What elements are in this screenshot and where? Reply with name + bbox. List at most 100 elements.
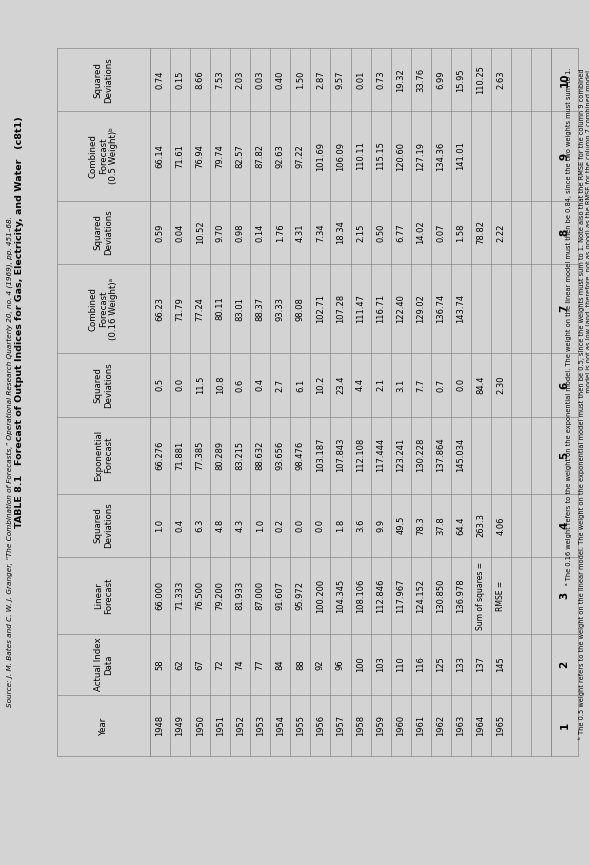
Text: 37.8: 37.8 bbox=[436, 516, 445, 535]
Text: 1952: 1952 bbox=[236, 715, 244, 736]
Text: 49.5: 49.5 bbox=[396, 516, 405, 535]
Text: 0.0: 0.0 bbox=[316, 519, 325, 532]
Text: 130.850: 130.850 bbox=[436, 579, 445, 612]
Text: 98.08: 98.08 bbox=[296, 297, 305, 321]
Text: 8: 8 bbox=[560, 228, 570, 236]
Text: 122.40: 122.40 bbox=[396, 294, 405, 323]
Text: 14.02: 14.02 bbox=[416, 221, 425, 244]
Text: TABLE 8.1   Forecast of Output Indices for Gas, Electricity, and Water   (c8t1): TABLE 8.1 Forecast of Output Indices for… bbox=[15, 116, 25, 528]
Text: 0.5: 0.5 bbox=[155, 378, 164, 392]
Text: 79.200: 79.200 bbox=[216, 581, 224, 610]
Text: 0.07: 0.07 bbox=[436, 223, 445, 241]
Text: 2.03: 2.03 bbox=[236, 70, 244, 89]
Text: 98.476: 98.476 bbox=[296, 440, 305, 470]
Text: 78.82: 78.82 bbox=[477, 221, 485, 244]
Text: 93.656: 93.656 bbox=[276, 440, 285, 470]
Text: Combined
Forecast
(0.5 Weight)ᵇ: Combined Forecast (0.5 Weight)ᵇ bbox=[88, 128, 118, 184]
Text: 108.106: 108.106 bbox=[356, 579, 365, 612]
Text: 91.607: 91.607 bbox=[276, 581, 285, 610]
Text: 143.74: 143.74 bbox=[456, 294, 465, 324]
Text: Source: J. M. Bates and C. W. J. Granger, “The Combination of Forecasts,” Operat: Source: J. M. Bates and C. W. J. Granger… bbox=[6, 216, 14, 708]
Text: 100.200: 100.200 bbox=[316, 579, 325, 612]
Text: Squared
Deviations: Squared Deviations bbox=[94, 362, 113, 407]
Text: 9: 9 bbox=[560, 152, 570, 160]
Text: 2.7: 2.7 bbox=[276, 378, 285, 392]
Text: 136.74: 136.74 bbox=[436, 294, 445, 324]
Text: 0.59: 0.59 bbox=[155, 223, 164, 241]
Text: 112.108: 112.108 bbox=[356, 438, 365, 472]
Text: RMSE =: RMSE = bbox=[497, 580, 505, 611]
Text: 1948: 1948 bbox=[155, 714, 164, 736]
Text: 6.99: 6.99 bbox=[436, 70, 445, 89]
Text: 2.63: 2.63 bbox=[497, 70, 505, 89]
Text: 1.0: 1.0 bbox=[256, 519, 265, 532]
Text: 101.69: 101.69 bbox=[316, 142, 325, 170]
Text: 88.632: 88.632 bbox=[256, 440, 265, 470]
Text: 124.152: 124.152 bbox=[416, 579, 425, 612]
Text: 0.74: 0.74 bbox=[155, 70, 164, 89]
Text: 23.4: 23.4 bbox=[336, 375, 345, 394]
Text: 88.37: 88.37 bbox=[256, 297, 265, 321]
Text: 133: 133 bbox=[456, 657, 465, 672]
Text: 0.14: 0.14 bbox=[256, 223, 265, 241]
Text: 2.22: 2.22 bbox=[497, 223, 505, 241]
Text: Year: Year bbox=[99, 716, 108, 734]
Text: 76.94: 76.94 bbox=[196, 144, 204, 168]
Text: 110.25: 110.25 bbox=[477, 65, 485, 94]
Text: 2.15: 2.15 bbox=[356, 223, 365, 241]
Text: 0.04: 0.04 bbox=[176, 223, 184, 241]
Text: 84: 84 bbox=[276, 659, 285, 670]
Text: 4.8: 4.8 bbox=[216, 519, 224, 532]
Text: 1962: 1962 bbox=[436, 714, 445, 736]
Text: 0.0: 0.0 bbox=[456, 378, 465, 392]
Text: 83.01: 83.01 bbox=[236, 297, 244, 321]
Text: 123.241: 123.241 bbox=[396, 438, 405, 472]
Text: 1: 1 bbox=[560, 722, 570, 729]
Text: 4.06: 4.06 bbox=[497, 516, 505, 535]
Text: 110: 110 bbox=[396, 657, 405, 672]
Text: 1960: 1960 bbox=[396, 714, 405, 736]
Text: 2.1: 2.1 bbox=[376, 378, 385, 392]
Text: 95.972: 95.972 bbox=[296, 581, 305, 610]
Text: 100: 100 bbox=[356, 657, 365, 672]
Text: 0.03: 0.03 bbox=[256, 70, 265, 89]
Text: 117.444: 117.444 bbox=[376, 438, 385, 472]
Text: 2.30: 2.30 bbox=[497, 375, 505, 394]
Text: Linear
Forecast: Linear Forecast bbox=[94, 577, 113, 614]
Text: 10.8: 10.8 bbox=[216, 375, 224, 394]
Text: 9.9: 9.9 bbox=[376, 519, 385, 532]
Text: 77.385: 77.385 bbox=[196, 440, 204, 470]
Text: 9.57: 9.57 bbox=[336, 70, 345, 89]
Text: 120.60: 120.60 bbox=[396, 142, 405, 170]
Text: 11.5: 11.5 bbox=[196, 375, 204, 394]
Text: 87.000: 87.000 bbox=[256, 581, 265, 610]
Text: 1949: 1949 bbox=[176, 715, 184, 736]
Text: 82.57: 82.57 bbox=[236, 144, 244, 168]
Text: 2: 2 bbox=[560, 661, 570, 668]
Text: 4.3: 4.3 bbox=[236, 519, 244, 532]
Text: Squared
Deviations: Squared Deviations bbox=[94, 209, 113, 255]
Text: model is not as low (and, therefore, not as good) as the RMSE for the column 7 c: model is not as low (and, therefore, not… bbox=[586, 68, 589, 397]
Text: 1951: 1951 bbox=[216, 715, 224, 736]
Text: 0.01: 0.01 bbox=[356, 71, 365, 89]
Text: 0.0: 0.0 bbox=[296, 519, 305, 532]
Text: 87.82: 87.82 bbox=[256, 144, 265, 168]
Text: 67: 67 bbox=[196, 659, 204, 670]
Text: 4.4: 4.4 bbox=[356, 378, 365, 392]
Text: 112.846: 112.846 bbox=[376, 579, 385, 612]
Text: 1959: 1959 bbox=[376, 715, 385, 736]
Text: 137.864: 137.864 bbox=[436, 438, 445, 472]
Text: 3.6: 3.6 bbox=[356, 519, 365, 532]
Text: 15.95: 15.95 bbox=[456, 68, 465, 92]
Text: 0.50: 0.50 bbox=[376, 223, 385, 241]
Text: 0.40: 0.40 bbox=[276, 71, 285, 89]
Text: 0.0: 0.0 bbox=[176, 378, 184, 392]
Text: 1965: 1965 bbox=[497, 714, 505, 736]
Text: 263.3: 263.3 bbox=[477, 513, 485, 537]
Text: 4: 4 bbox=[560, 522, 570, 529]
Text: 19.32: 19.32 bbox=[396, 67, 405, 92]
Text: 145.034: 145.034 bbox=[456, 438, 465, 472]
Text: 81.933: 81.933 bbox=[236, 581, 244, 610]
Text: 0.15: 0.15 bbox=[176, 71, 184, 89]
Text: 0.6: 0.6 bbox=[236, 378, 244, 392]
